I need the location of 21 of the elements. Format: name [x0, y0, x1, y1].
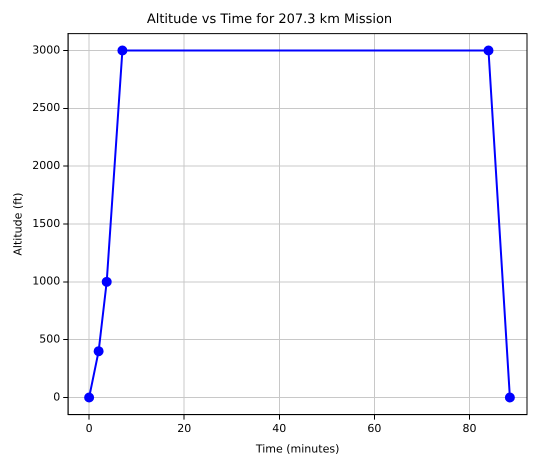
x-tick-label: 60	[367, 422, 382, 436]
y-tick-label: 1000	[32, 274, 60, 288]
point	[94, 346, 104, 356]
x-axis-title: Time (minutes)	[254, 442, 340, 456]
y-tick-label: 0	[53, 390, 60, 404]
x-tick-label: 80	[462, 422, 476, 436]
y-axis-title: Altitude (ft)	[11, 192, 24, 256]
point	[102, 276, 112, 287]
point	[117, 45, 128, 56]
point	[483, 45, 494, 56]
x-tick-label: 0	[86, 422, 93, 436]
x-tick-label: 20	[177, 422, 192, 436]
x-tick-label: 40	[272, 422, 286, 436]
chart-title: Altitude vs Time for 207.3 km Mission	[146, 12, 392, 28]
y-tick-label: 500	[39, 332, 60, 346]
y-tick-label: 2000	[32, 159, 60, 172]
y-tick-label: 2500	[32, 101, 60, 114]
point	[504, 392, 515, 402]
y-tick-label: 3000	[32, 43, 60, 56]
y-tick-label: 1500	[32, 216, 60, 230]
point	[84, 392, 94, 402]
